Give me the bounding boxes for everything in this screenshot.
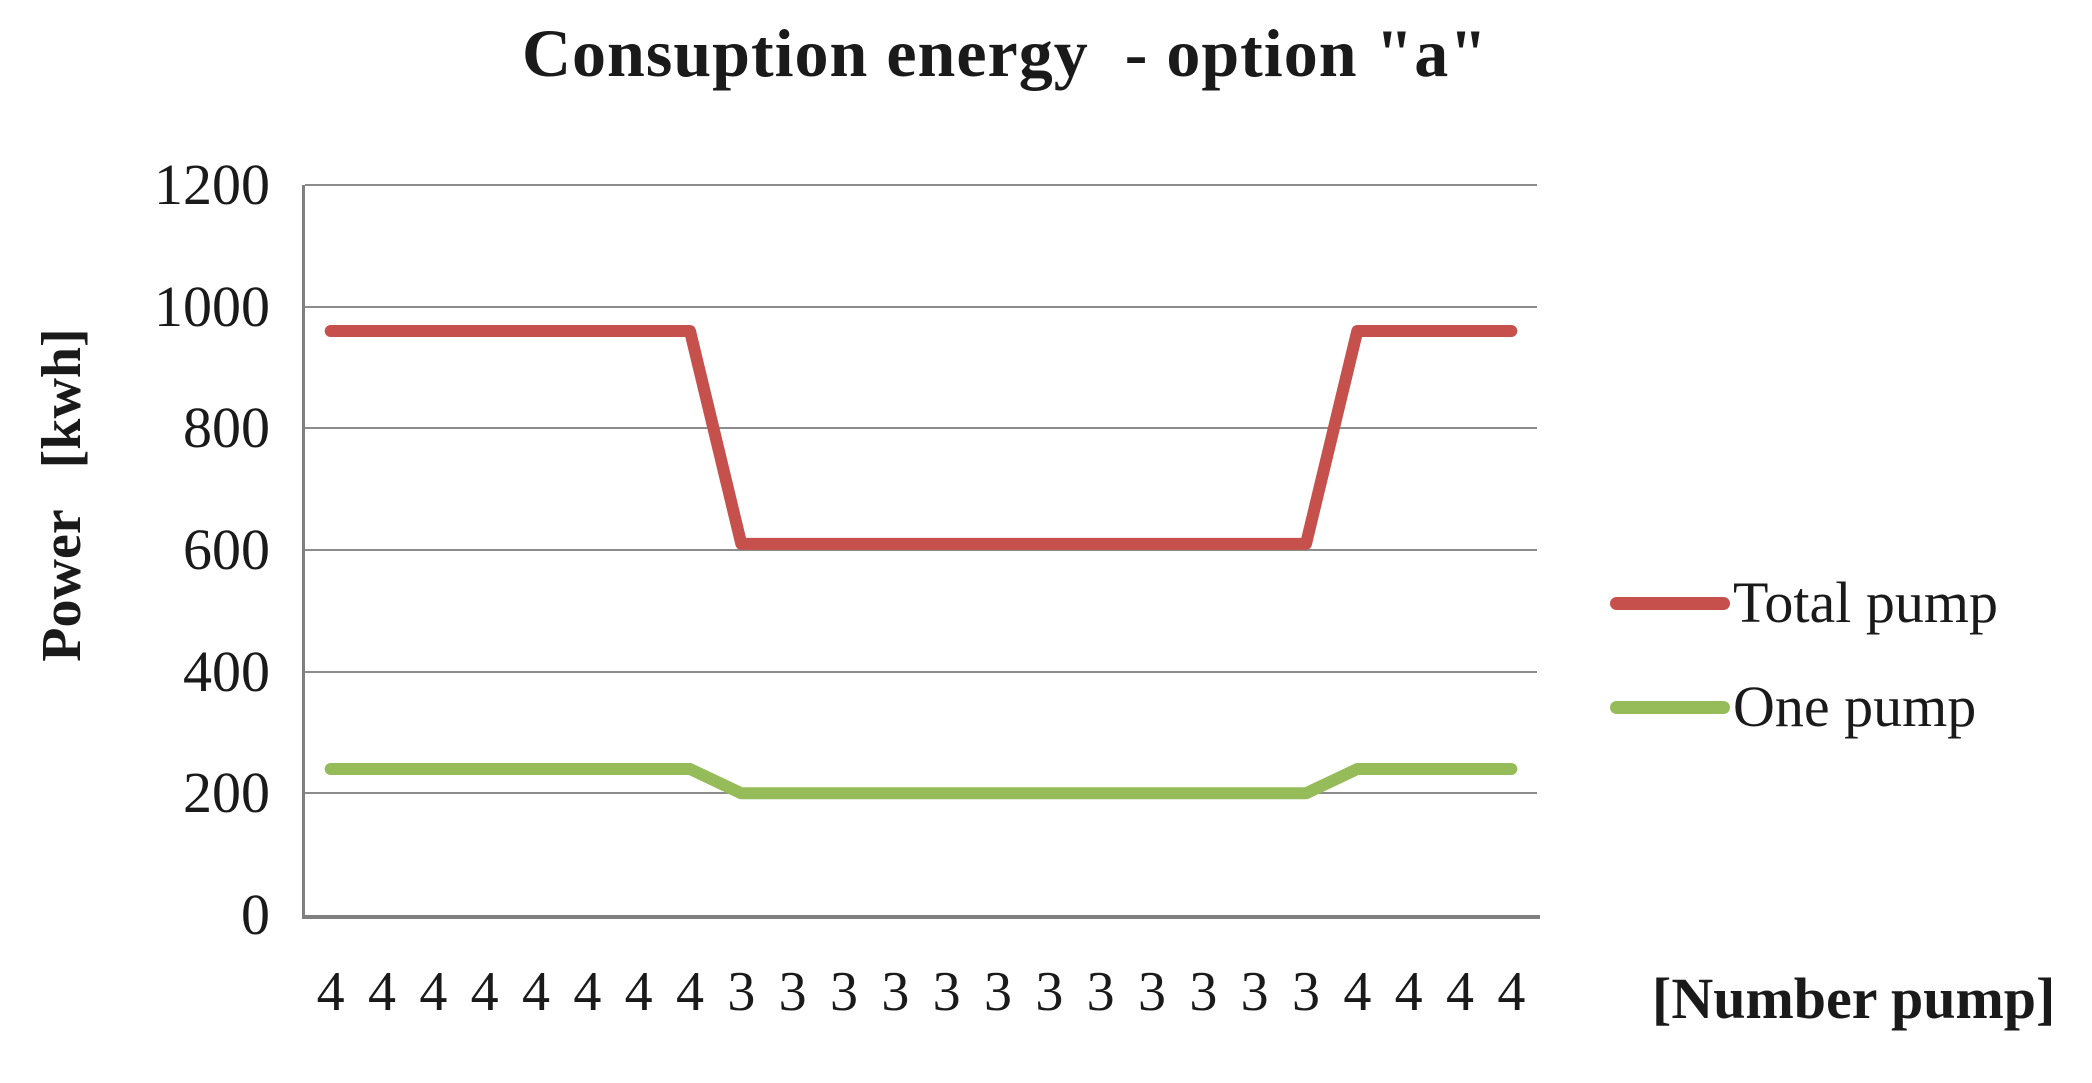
x-tick-label: 3	[881, 961, 910, 1023]
series-line-one-pump	[324, 763, 1518, 800]
chart-title: Consuption energy - option "a"	[521, 15, 1489, 91]
x-tick-label: 3	[932, 961, 961, 1023]
x-tick-label: 4	[676, 961, 704, 1023]
series-line-total-pump	[324, 325, 1518, 550]
x-tick-label: 3	[1035, 961, 1064, 1023]
legend-swatch	[1610, 596, 1730, 610]
x-tick-label: 3	[1240, 961, 1269, 1023]
x-tick-label: 3	[1292, 961, 1320, 1023]
x-tick-label: 3	[984, 961, 1012, 1023]
x-tick-label: 4	[1343, 961, 1372, 1023]
y-tick-label: 400	[183, 638, 270, 704]
series-lines	[324, 325, 1518, 800]
legend-label: Total pump	[1733, 570, 1998, 635]
y-axis-line	[302, 185, 305, 918]
gridline	[305, 549, 1537, 551]
gridline	[305, 184, 1537, 186]
x-tick-label: 4	[368, 961, 396, 1023]
x-tick-label: 4	[1446, 961, 1474, 1023]
x-tick-label: 4	[419, 961, 448, 1023]
legend-swatch	[1610, 700, 1730, 714]
x-tick-label: 4	[573, 961, 602, 1023]
legend-label: One pump	[1733, 674, 1977, 739]
x-tick-label: 3	[727, 961, 756, 1023]
y-tick-label: 1200	[154, 152, 270, 217]
x-tick-label: 3	[1189, 961, 1218, 1023]
x-tick-label: 4	[624, 961, 653, 1023]
legend-item: Total pump	[1610, 565, 1998, 641]
gridline	[305, 427, 1537, 430]
legend: Total pump One pump	[1610, 565, 1998, 745]
gridline	[305, 305, 1537, 308]
x-tick-label: 3	[1086, 961, 1115, 1023]
y-tick-label: 0	[241, 882, 270, 947]
x-axis-title: [Number pump]	[1652, 966, 2056, 1031]
y-tick-label: 1000	[154, 273, 270, 339]
y-tick-label: 800	[183, 395, 270, 461]
x-tick-label: 4	[1497, 961, 1526, 1023]
x-tick-label: 4	[1394, 961, 1423, 1023]
x-tick-label: 4	[522, 961, 550, 1023]
y-tick-label: 600	[183, 517, 270, 582]
x-tick-label: 3	[778, 961, 807, 1023]
x-tick-label: 3	[830, 961, 858, 1023]
gridline	[305, 670, 1537, 673]
x-tick-label: 4	[316, 961, 345, 1023]
y-axis-title: Power [kwh]	[31, 328, 93, 662]
x-axis-line	[302, 915, 1540, 919]
legend-item: One pump	[1610, 669, 1998, 745]
y-tick-label: 200	[183, 760, 270, 826]
x-tick-label: 3	[1138, 961, 1166, 1023]
x-tick-label: 4	[470, 961, 499, 1023]
